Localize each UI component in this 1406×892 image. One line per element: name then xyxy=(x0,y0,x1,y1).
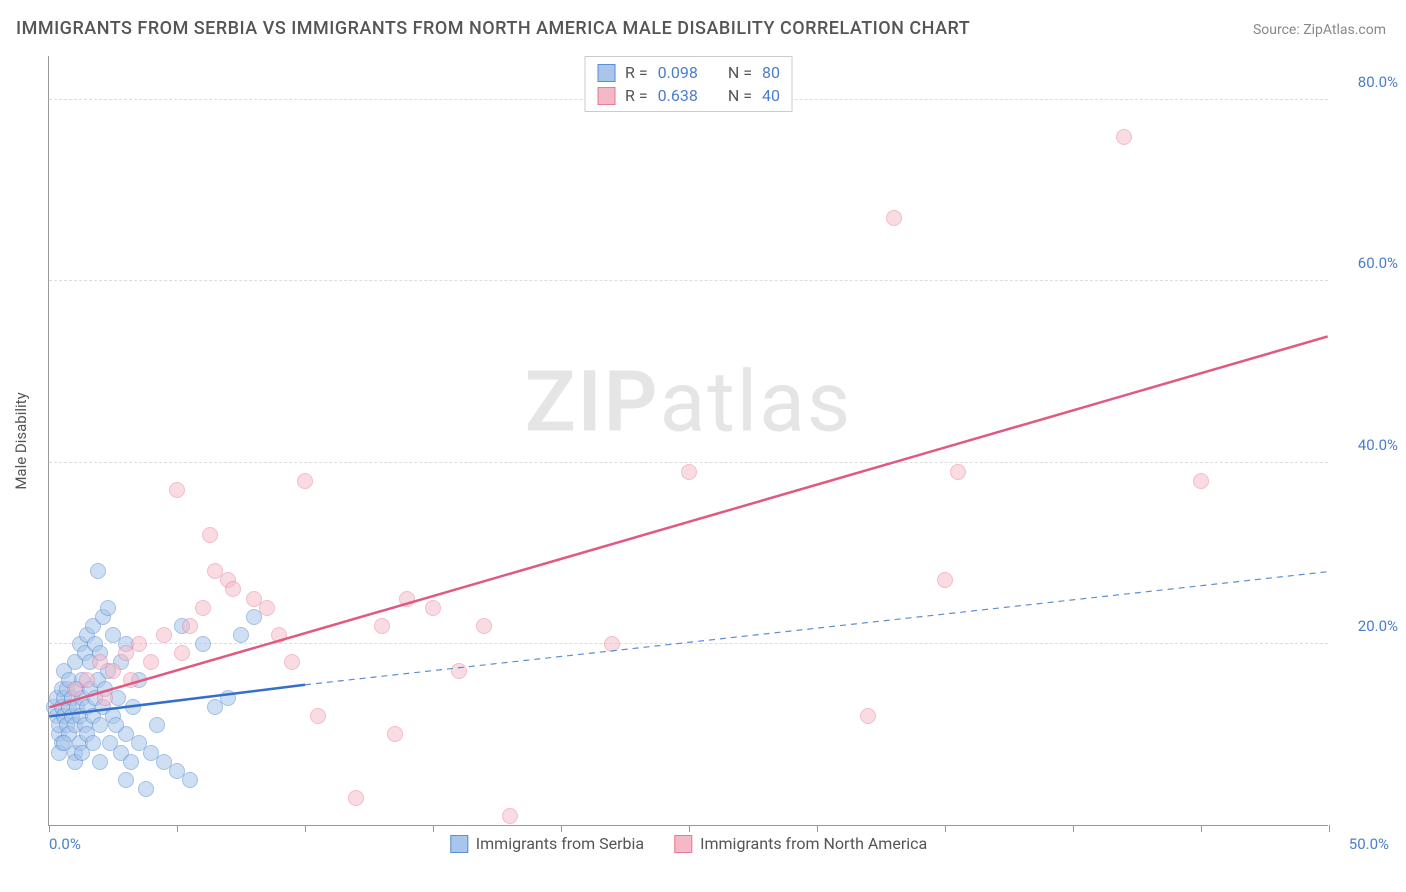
y-tick-label: 60.0% xyxy=(1338,254,1398,272)
source-credit: Source: ZipAtlas.com xyxy=(1253,22,1386,38)
x-tick xyxy=(561,825,562,832)
scatter-point xyxy=(860,708,876,724)
scatter-point xyxy=(681,464,697,480)
scatter-point xyxy=(310,708,326,724)
scatter-point xyxy=(156,627,172,643)
scatter-point xyxy=(105,663,121,679)
gridline xyxy=(49,462,1328,463)
scatter-point xyxy=(604,636,620,652)
x-tick-label: 50.0% xyxy=(1349,835,1389,853)
legend-swatch xyxy=(450,835,468,853)
scatter-point xyxy=(225,581,241,597)
x-tick xyxy=(817,825,818,832)
scatter-point xyxy=(174,645,190,661)
scatter-point xyxy=(886,210,902,226)
watermark: ZIPatlas xyxy=(525,353,853,452)
x-tick xyxy=(305,825,306,832)
legend-swatch xyxy=(597,87,615,105)
legend-n-value: 80 xyxy=(762,63,780,82)
scatter-point xyxy=(143,654,159,670)
scatter-point xyxy=(149,717,165,733)
x-tick xyxy=(49,825,50,832)
scatter-point xyxy=(220,690,236,706)
scatter-point xyxy=(233,627,249,643)
x-tick xyxy=(1329,825,1330,832)
scatter-point xyxy=(56,735,72,751)
legend-n-label: N = xyxy=(728,86,752,105)
scatter-point xyxy=(271,627,287,643)
scatter-point xyxy=(100,600,116,616)
gridline xyxy=(49,280,1328,281)
y-tick-label: 20.0% xyxy=(1338,617,1398,635)
legend-n-label: N = xyxy=(728,63,752,82)
scatter-point xyxy=(202,527,218,543)
y-tick-label: 80.0% xyxy=(1338,73,1398,91)
legend-series-item: Immigrants from Serbia xyxy=(450,834,644,853)
scatter-point xyxy=(425,600,441,616)
legend-series-label: Immigrants from Serbia xyxy=(476,834,644,853)
legend-swatch xyxy=(597,64,615,82)
scatter-point xyxy=(297,473,313,489)
scatter-point xyxy=(259,600,275,616)
scatter-point xyxy=(1116,129,1132,145)
scatter-point xyxy=(348,790,364,806)
plot-area: ZIPatlas Male Disability R = 0.098 N = 8… xyxy=(48,56,1328,826)
scatter-point xyxy=(79,672,95,688)
legend-n-value: 40 xyxy=(762,86,780,105)
scatter-point xyxy=(387,726,403,742)
scatter-point xyxy=(138,781,154,797)
scatter-point xyxy=(195,636,211,652)
scatter-point xyxy=(182,618,198,634)
scatter-point xyxy=(125,699,141,715)
scatter-point xyxy=(451,663,467,679)
scatter-point xyxy=(476,618,492,634)
x-tick xyxy=(945,825,946,832)
x-tick xyxy=(433,825,434,832)
legend-correlation-row: R = 0.098 N = 80 xyxy=(597,61,780,84)
legend-r-value: 0.098 xyxy=(658,63,698,82)
legend-series: Immigrants from Serbia Immigrants from N… xyxy=(450,834,927,853)
chart-title: IMMIGRANTS FROM SERBIA VS IMMIGRANTS FRO… xyxy=(16,18,970,39)
scatter-point xyxy=(195,600,211,616)
legend-r-label: R = xyxy=(625,86,648,105)
scatter-point xyxy=(108,717,124,733)
legend-r-value: 0.638 xyxy=(658,86,698,105)
scatter-point xyxy=(1193,473,1209,489)
x-tick xyxy=(177,825,178,832)
x-tick xyxy=(1073,825,1074,832)
scatter-point xyxy=(123,754,139,770)
y-tick-label: 40.0% xyxy=(1338,436,1398,454)
chart-container: IMMIGRANTS FROM SERBIA VS IMMIGRANTS FRO… xyxy=(0,0,1406,892)
scatter-point xyxy=(169,482,185,498)
watermark-rest: atlas xyxy=(660,353,853,452)
scatter-point xyxy=(374,618,390,634)
scatter-point xyxy=(85,735,101,751)
scatter-point xyxy=(123,672,139,688)
legend-correlation-row: R = 0.638 N = 40 xyxy=(597,84,780,107)
scatter-point xyxy=(950,464,966,480)
scatter-point xyxy=(118,772,134,788)
x-tick xyxy=(1201,825,1202,832)
scatter-point xyxy=(937,572,953,588)
watermark-bold: ZIP xyxy=(525,353,660,452)
scatter-point xyxy=(284,654,300,670)
scatter-point xyxy=(92,754,108,770)
gridline xyxy=(49,643,1328,644)
scatter-point xyxy=(90,563,106,579)
scatter-point xyxy=(97,690,113,706)
legend-swatch xyxy=(674,835,692,853)
scatter-point xyxy=(182,772,198,788)
scatter-point xyxy=(502,808,518,824)
legend-series-label: Immigrants from North America xyxy=(700,834,927,853)
legend-series-item: Immigrants from North America xyxy=(674,834,927,853)
legend-correlation: R = 0.098 N = 80 R = 0.638 N = 40 xyxy=(584,56,793,112)
legend-r-label: R = xyxy=(625,63,648,82)
scatter-point xyxy=(399,591,415,607)
x-tick xyxy=(689,825,690,832)
scatter-point xyxy=(131,636,147,652)
y-axis-label: Male Disability xyxy=(12,392,30,489)
trend-lines xyxy=(49,56,1328,825)
x-tick-label: 0.0% xyxy=(49,835,81,853)
